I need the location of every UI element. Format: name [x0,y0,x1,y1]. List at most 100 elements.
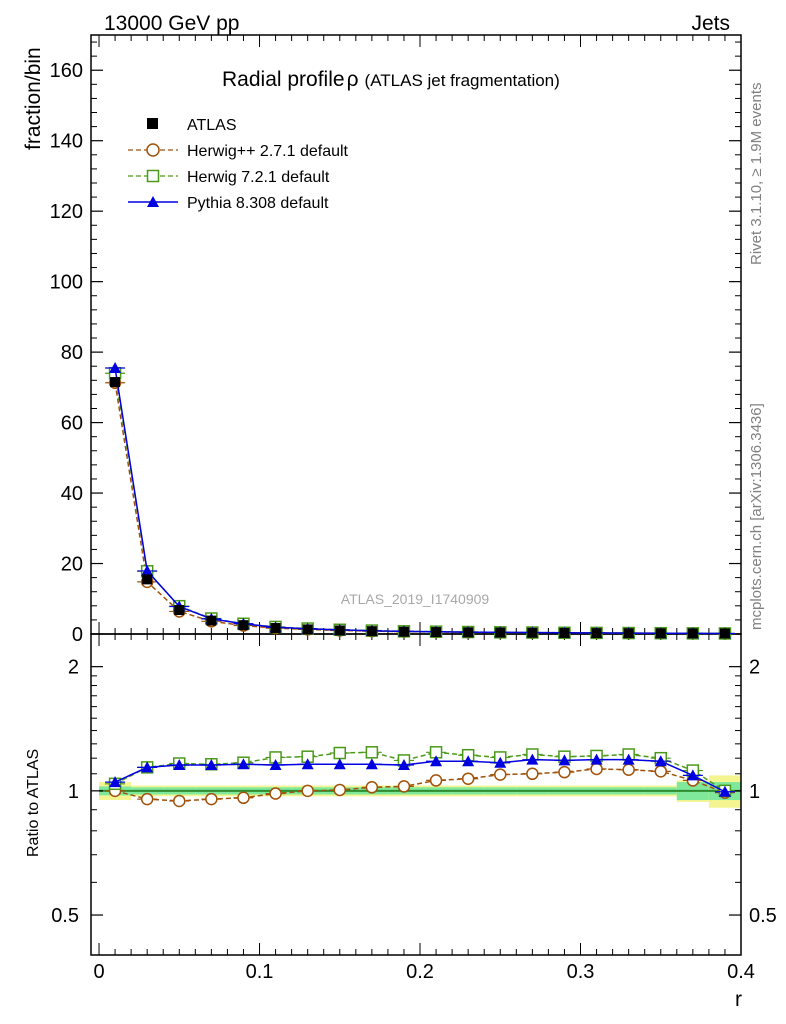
main-point-atlas [687,628,698,639]
ratio-point-pythia [686,769,699,781]
legend-marker-atlas [147,118,158,129]
ratio-point-pythia [109,776,122,788]
legend-marker-herwigpp [146,143,160,157]
ratio-point-herwigpp [205,792,218,806]
ratio-point-pythia [654,755,667,767]
ratio-point-pythia [365,758,378,770]
ratio-point-pythia [526,753,539,765]
main-point-atlas [366,626,377,637]
main-point-atlas [238,620,249,631]
xlabel: r [735,988,742,1011]
ratio-point-herwigpp [237,791,250,805]
ratio-point-pythia [173,759,186,771]
analysis-watermark: ATLAS_2019_I1740909 [341,591,490,607]
ratio-point-pythia [397,759,410,771]
ratio-point-herwig [365,746,379,759]
main-point-atlas [527,627,538,638]
header-jets: Jets [691,12,730,35]
ratio-point-pythia [430,755,443,767]
main-ylabel: fraction/bin [22,47,45,150]
main-plot: 0 20 40 60 80 100 120 140 160 [50,34,742,646]
chart-title-symbol: ρ [347,68,359,91]
main-ytick-label: 100 [50,272,83,294]
mcplots-label: mcplots.cern.ch [arXiv:1306.3436] [748,403,765,630]
ratio-ytick-label-right: 0.5 [749,905,777,927]
xtick-label: 0.3 [567,961,595,983]
ratio-point-herwigpp [461,772,475,785]
ratio-ytick-label: 2 [68,657,79,679]
ratio-point-herwigpp [494,768,507,781]
ratio-point-pythia [301,758,314,770]
ratio-point-pythia [141,761,154,773]
main-ytick-label: 140 [50,131,83,153]
xtick-label: 0 [93,961,104,983]
ratio-point-herwigpp [429,774,443,787]
chart-title-sub: (ATLAS jet fragmentation) [365,71,560,90]
main-point-atlas [142,574,153,585]
main-point-atlas [559,627,570,638]
main-ytick-label: 0 [72,624,83,646]
legend-marker-pythia [147,196,159,207]
chart-title: Radial profileρ (ATLAS jet fragmentation) [222,68,560,91]
ratio-point-pythia [269,759,282,771]
header-energy: 13000 GeV pp [104,12,239,35]
legend-marker-herwig7 [146,169,160,183]
main-ytick-label: 40 [61,483,83,505]
ratio-point-herwigpp [333,783,347,797]
main-ytick-label: 160 [50,60,83,82]
main-point-atlas [398,626,409,637]
main-point-atlas [174,605,185,616]
ratio-point-pythia [333,758,346,770]
main-ytick-label: 60 [61,413,83,435]
data-marks [105,361,735,808]
ratio-point-herwigpp [654,765,668,778]
ratio-ytick-label-right: 2 [749,657,760,679]
ratio-point-pythia [718,785,731,797]
main-ytick-label: 120 [50,201,83,223]
main-point-atlas [206,615,217,626]
ratio-ylabel: Ratio to ATLAS [25,749,42,857]
main-point-atlas [463,627,474,638]
ratio-frame [90,633,742,956]
main-point-atlas [591,628,602,639]
ratio-ytick-label-right: 1 [749,781,760,803]
legend: ATLAS Herwig++ 2.7.1 default Herwig 7.2.… [128,117,349,212]
ratio-point-herwigpp [590,762,603,776]
ratio-plot: 0.5 0.5 1 1 2 2 0 0.1 0.2 0.3 0.4 [51,633,777,983]
ratio-point-pythia [558,754,571,766]
ratio-point-pythia [205,759,218,771]
main-point-atlas [495,627,506,638]
ratio-point-pythia [622,753,635,765]
ratio-line-herwigpp [114,768,726,802]
ratio-point-herwigpp [622,763,635,776]
ratio-point-herwigpp [397,780,411,793]
main-ytick-label: 20 [61,554,83,576]
chart-title-main: Radial profile [222,68,345,91]
rivet-label: Rivet 3.1.10, ≥ 1.9M events [748,83,765,266]
ratio-point-herwigpp [173,794,186,808]
main-point-atlas [655,628,666,639]
ratio-point-herwigpp [140,792,154,806]
ratio-point-pythia [494,756,507,768]
main-point-atlas [431,627,442,638]
main-point-atlas [334,625,345,636]
main-point-atlas [270,623,281,634]
legend-label-herwigpp: Herwig++ 2.7.1 default [187,143,349,160]
legend-label-atlas: ATLAS [187,117,237,134]
main-point-pythia [109,361,122,373]
ratio-point-pythia [462,755,475,767]
xtick-label: 0.1 [246,961,274,983]
main-point-atlas [623,628,634,639]
ratio-point-herwigpp [526,767,539,781]
ratio-point-pythia [237,758,250,770]
ratio-point-herwigpp [365,781,379,794]
ratio-ytick-label: 0.5 [51,905,79,927]
legend-label-herwig7: Herwig 7.2.1 default [187,169,330,186]
main-point-atlas [719,628,730,639]
xtick-label: 0.4 [727,961,755,983]
ratio-ytick-label: 1 [68,781,79,803]
ratio-point-pythia [590,753,603,765]
main-ytick-label: 80 [61,342,83,364]
ratio-point-herwigpp [269,787,282,800]
